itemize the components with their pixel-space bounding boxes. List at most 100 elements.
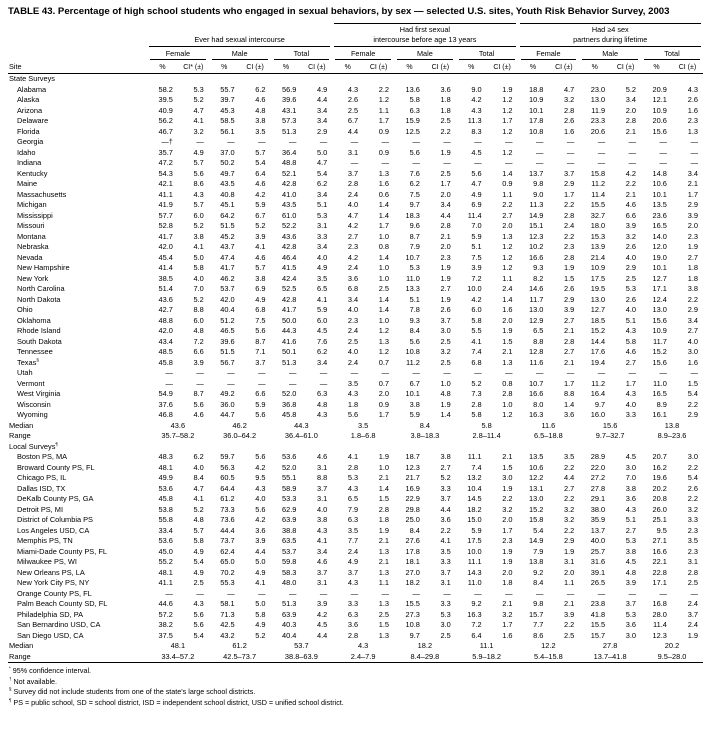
value-cell: 3.4 [316,105,328,115]
value-cell: 15.9 [405,116,420,126]
value-cell: 2.1 [625,189,636,199]
value-cell: 13.0 [652,305,667,315]
value-cell: 2.3 [687,231,698,241]
value-cell: 1.8 [687,263,698,273]
value-cell: 10.8 [405,347,420,357]
value-cell: 2.2 [440,525,451,535]
value-cell: 2.1 [502,452,513,462]
value-cell: 3.8 [409,399,420,409]
value-cell: 1.8 [502,578,513,588]
value-cell: 53.6 [281,452,297,462]
value-cell: 8.6 [193,179,204,189]
value-cell: 13.0 [590,95,606,105]
table-title: TABLE 43. Percentage of high school stud… [8,6,670,17]
value-cell: 3.4 [347,294,359,304]
site-cell: Ohio [17,305,33,315]
value-cell: 2.2 [563,200,575,210]
summary-value-cell: 11.6 [541,420,556,430]
value-cell: 2.8 [347,630,359,640]
value-cell: — [288,137,297,147]
value-cell: 4.4 [440,210,451,220]
site-cell: Georgia [17,137,44,147]
site-cell: South Dakota [17,336,62,346]
value-cell: 60.5 [220,473,235,483]
value-cell: — [535,368,544,378]
document-page: TABLE 43. Percentage of high school stud… [8,6,703,707]
value-cell: 12.8 [528,347,544,357]
value-cell: 3.2 [502,504,513,514]
pct-header: % [641,60,672,75]
value-cell: 7.4 [471,462,482,472]
value-cell: 46.7 [158,126,173,136]
value-cell: 8.8 [316,473,328,483]
value-cell: 4.9 [255,294,266,304]
value-cell: — [350,588,359,598]
table-row: New York City PS, NY 41.1 2.5 55.3 4.1 48.0 3.… [8,578,703,589]
table-row: Nevada 45.4 5.0 47.4 4.6 46.4 4.0 4.2 1.4 10.7 2.3… [8,253,703,264]
summary-value-cell: 12.2 [541,641,556,651]
value-cell: — [412,588,420,598]
table-row: West Virginia 54.9 8.7 49.2 6.6 52.0 6.3 4.3 2.0… [8,389,703,400]
summary-value-cell: 20.2 [664,641,680,651]
value-cell: 42.1 [158,179,173,189]
value-cell: 18.3 [405,210,420,220]
value-cell: 1.7 [563,378,575,388]
value-cell: 3.7 [316,567,328,577]
value-cell: 3.5 [316,273,328,283]
value-cell: 1.9 [563,546,575,556]
value-cell: 1.8 [347,399,359,409]
value-cell: 27.8 [590,483,606,493]
site-cell: Michigan [17,200,47,210]
value-cell: 1.3 [378,630,389,640]
value-cell: 61.0 [281,210,297,220]
value-cell: 1.2 [502,252,513,262]
value-cell: 16.3 [467,609,482,619]
value-cell: — [628,137,636,147]
value-cell: 15.1 [528,221,544,231]
value-cell: 4.1 [193,242,204,252]
table-row: Mississippi 57.7 6.0 64.2 6.7 61.0 5.3 4.7 1.4 18… [8,211,703,222]
value-cell: — [597,588,606,598]
value-cell: 2.2 [378,84,389,94]
value-cell: 2.7 [687,252,698,262]
value-cell: 4.0 [316,504,328,514]
site-column-header: Site [8,60,147,75]
value-cell: 8.7 [193,389,204,399]
site-cell: New York [17,273,49,283]
value-cell: 27.2 [590,473,606,483]
value-cell: 1.7 [687,189,698,199]
ci-header: CI* (±) [177,60,209,75]
value-cell: 4.7 [193,483,204,493]
value-cell: — [690,368,698,378]
value-cell: 4.9 [193,567,204,577]
value-cell: — [196,588,204,598]
value-cell: 49.7 [220,168,235,178]
table-row: Broward County PS, FL 48.1 4.0 56.3 4.2 52.0 3… [8,463,703,474]
value-cell: 9.8 [533,179,544,189]
value-cell: 14.9 [528,210,544,220]
value-cell: 6.8 [255,305,266,315]
section-label: Local Surveys¶ [9,441,58,451]
value-cell: 8.8 [193,305,204,315]
table-row: Wyoming 46.8 4.6 44.7 5.6 45.8 4.3 5.6 1.7 5.9 1.4… [8,410,703,421]
value-cell: 2.3 [563,242,575,252]
value-cell: 55.7 [220,84,235,94]
site-cell: Tennessee [17,347,53,357]
value-cell: 0.9 [502,179,513,189]
table-row: Utah — — — — — — — — — — — — — — — — — — [8,368,703,379]
value-cell: 11.7 [653,336,667,346]
summary-value-cell: 43.6 [170,420,186,430]
value-cell: 1.6 [502,305,513,315]
value-cell: 41.4 [158,263,173,273]
value-cell: 20.6 [652,116,667,126]
value-cell: 6.8 [471,357,482,367]
value-cell: 2.0 [502,315,513,325]
value-cell: 3.7 [440,494,451,504]
value-cell: 1.2 [502,95,513,105]
value-cell: 1.5 [502,336,513,346]
value-cell: 2.2 [563,462,575,472]
value-cell: — [597,158,606,168]
summary-value-cell: 13.7–41.8 [593,651,627,661]
value-cell: 7.5 [255,315,266,325]
value-cell: 5.4 [193,630,204,640]
